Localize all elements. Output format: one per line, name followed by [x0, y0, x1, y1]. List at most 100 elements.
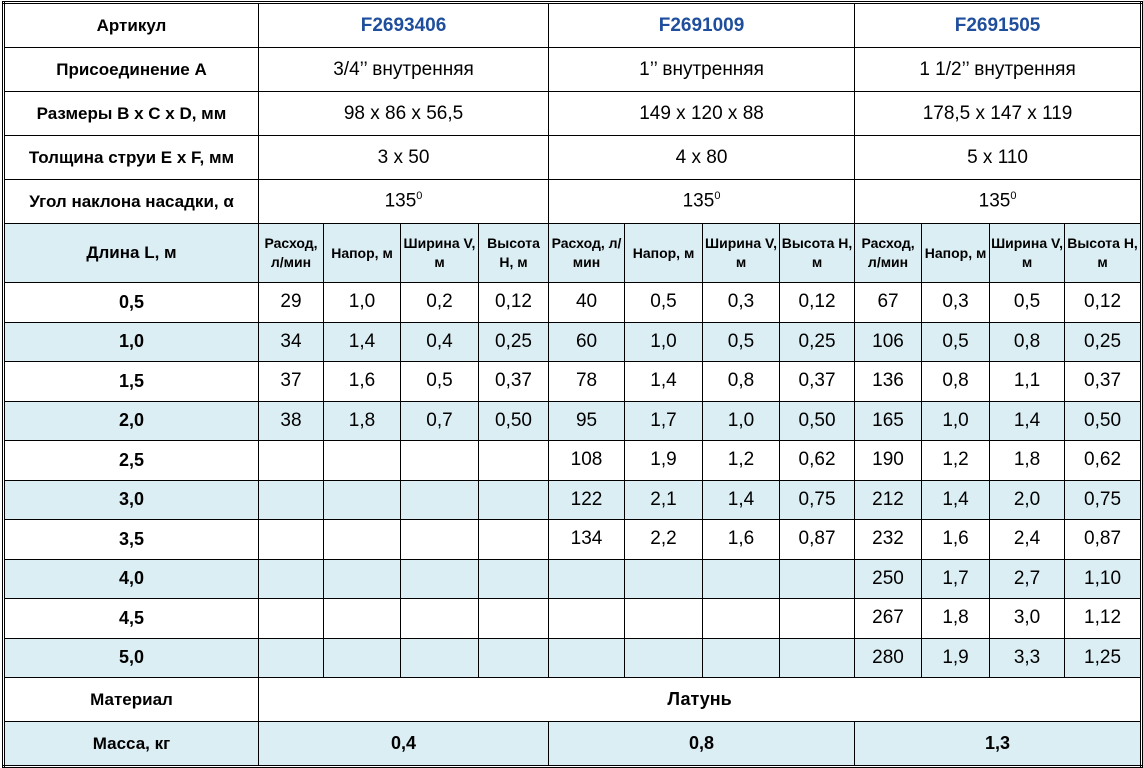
data-cell: 134: [548, 519, 626, 560]
data-cell: 2,2: [624, 519, 704, 560]
data-row: 2,5 108 1,9 1,2 0,62 190 1,2 1,8 0,62: [3, 440, 1143, 481]
data-cell: 0,5: [921, 321, 991, 362]
length-value: 1,0: [3, 321, 259, 362]
data-cell: 1,0: [702, 400, 781, 441]
data-cell: 2,0: [989, 479, 1066, 520]
degree-superscript: 0: [416, 190, 423, 203]
data-cell: 0,5: [702, 321, 781, 362]
data-cell: [779, 598, 856, 639]
data-cell: 0,12: [779, 282, 856, 323]
data-cell: [323, 598, 401, 639]
sku-label: Артикул: [3, 2, 259, 48]
data-cell: 0,75: [1064, 479, 1143, 520]
data-cell: 0,25: [1064, 321, 1143, 362]
data-cell: 0,12: [1064, 282, 1143, 323]
data-cell: 1,0: [921, 400, 991, 441]
data-cell: 1,4: [702, 479, 781, 520]
angle-number: 135: [384, 190, 417, 212]
column-header: Ширина V, м: [989, 223, 1066, 283]
data-cell: 95: [548, 400, 626, 441]
data-cell: 0,2: [400, 282, 479, 323]
data-cell: 1,4: [624, 361, 704, 402]
data-cell: [258, 440, 324, 481]
data-cell: [548, 637, 626, 678]
data-cell: [323, 558, 401, 599]
data-cell: [624, 558, 704, 599]
data-cell: 0,50: [779, 400, 856, 441]
data-cell: [258, 519, 324, 560]
sku-3: F2691505: [854, 2, 1143, 48]
data-cell: [702, 558, 781, 599]
mass-value: 0,8: [548, 721, 856, 767]
mass-value: 1,3: [854, 721, 1143, 767]
column-header: Расход, л/мин: [854, 223, 923, 283]
data-cell: 122: [548, 479, 626, 520]
subheader-row: Длина L, м Расход, л/мин Напор, м Ширина V,…: [3, 223, 1143, 283]
data-cell: 232: [854, 519, 923, 560]
data-cell: [702, 598, 781, 639]
material-label: Материал: [3, 677, 259, 722]
data-cell: 1,12: [1064, 598, 1143, 639]
sku-1: F2693406: [257, 2, 550, 48]
data-cell: 0,37: [779, 361, 856, 402]
data-cell: [258, 558, 324, 599]
data-cell: 0,5: [989, 282, 1066, 323]
data-cell: 1,6: [921, 519, 991, 560]
data-cell: 60: [548, 321, 626, 362]
data-cell: 0,4: [400, 321, 479, 362]
angle-label: Угол наклона насадки, α: [3, 179, 259, 224]
data-cell: 1,8: [921, 598, 991, 639]
data-cell: 280: [854, 637, 923, 678]
data-cell: [477, 479, 550, 520]
spec-value: 3/4’’ внутренняя: [257, 47, 550, 92]
data-cell: 136: [854, 361, 923, 402]
data-cell: 0,62: [1064, 440, 1143, 481]
data-cell: [323, 519, 401, 560]
data-cell: [477, 598, 550, 639]
length-value: 4,5: [3, 598, 259, 639]
data-cell: 0,75: [779, 479, 856, 520]
data-cell: 2,4: [989, 519, 1066, 560]
data-cell: [400, 558, 479, 599]
data-cell: 108: [548, 440, 626, 481]
data-cell: 0,50: [1064, 400, 1143, 441]
data-cell: 106: [854, 321, 923, 362]
mass-row: Масса, кг 0,4 0,8 1,3: [3, 721, 1143, 767]
column-header: Ширина V, м: [400, 223, 479, 283]
data-cell: 1,6: [323, 361, 401, 402]
spec-row: Толщина струи E x F, мм 3 x 50 4 x 80 5 x 1…: [3, 135, 1143, 180]
data-row: 1,0 34 1,4 0,4 0,25 60 1,0 0,5 0,25 106 0,5 0,8 0,25: [3, 321, 1143, 362]
data-cell: [624, 598, 704, 639]
spec-value: 178,5 x 147 x 119: [854, 91, 1143, 136]
data-row: 0,5 29 1,0 0,2 0,12 40 0,5 0,3 0,12 67 0,3 0,5 0,12: [3, 282, 1143, 323]
data-cell: [323, 637, 401, 678]
column-header: Высота H, м: [779, 223, 856, 283]
spec-value: 5 x 110: [854, 135, 1143, 180]
angle-number: 135: [682, 190, 715, 212]
column-header: Расход, л/мин: [548, 223, 626, 283]
data-cell: 0,7: [400, 400, 479, 441]
data-cell: 0,8: [989, 321, 1066, 362]
data-cell: 1,2: [921, 440, 991, 481]
data-cell: 1,9: [921, 637, 991, 678]
spec-value: 98 x 86 x 56,5: [257, 91, 550, 136]
data-cell: [779, 637, 856, 678]
degree-superscript: 0: [714, 190, 721, 203]
data-row: 3,5 134 2,2 1,6 0,87 232 1,6 2,4 0,87: [3, 519, 1143, 560]
data-cell: 37: [258, 361, 324, 402]
mass-value: 0,4: [257, 721, 550, 767]
data-cell: 67: [854, 282, 923, 323]
data-cell: 1,25: [1064, 637, 1143, 678]
spec-value: 149 x 120 x 88: [548, 91, 856, 136]
column-header: Высота H, м: [477, 223, 550, 283]
data-cell: 212: [854, 479, 923, 520]
material-value: Латунь: [257, 677, 1143, 722]
data-cell: 1,0: [624, 321, 704, 362]
length-value: 5,0: [3, 637, 259, 678]
column-header: Расход, л/мин: [258, 223, 324, 283]
data-cell: [779, 558, 856, 599]
length-value: 3,0: [3, 479, 259, 520]
data-cell: 0,25: [477, 321, 550, 362]
angle-value: 1350: [854, 179, 1143, 224]
